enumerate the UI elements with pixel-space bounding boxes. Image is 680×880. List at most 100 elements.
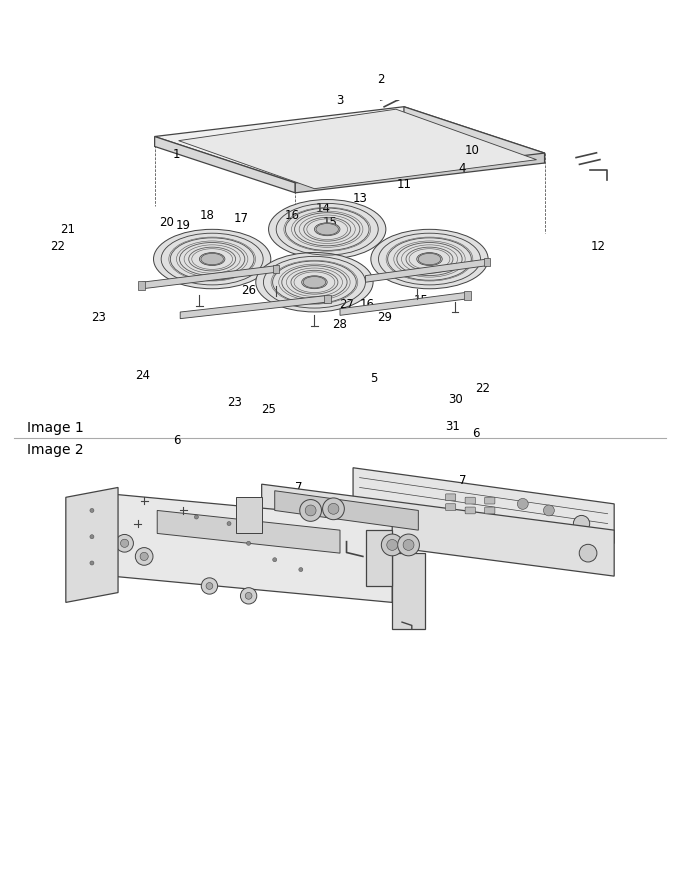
Circle shape xyxy=(273,558,277,561)
Text: 31: 31 xyxy=(445,420,460,433)
Ellipse shape xyxy=(316,224,339,235)
Circle shape xyxy=(120,539,129,547)
Text: 21: 21 xyxy=(61,223,75,236)
Bar xyxy=(464,291,471,299)
Circle shape xyxy=(517,498,528,510)
Polygon shape xyxy=(295,153,545,193)
Text: 28: 28 xyxy=(333,318,347,331)
Ellipse shape xyxy=(314,223,340,236)
Polygon shape xyxy=(154,106,545,183)
Text: 7: 7 xyxy=(295,481,303,494)
FancyBboxPatch shape xyxy=(485,497,495,504)
Circle shape xyxy=(543,505,554,516)
Text: 10: 10 xyxy=(465,144,480,158)
Ellipse shape xyxy=(303,276,326,288)
Ellipse shape xyxy=(199,253,225,266)
Polygon shape xyxy=(154,136,295,193)
Circle shape xyxy=(381,534,403,556)
Circle shape xyxy=(247,541,251,546)
Circle shape xyxy=(227,522,231,525)
Text: 14: 14 xyxy=(316,202,330,216)
Ellipse shape xyxy=(256,253,373,312)
Circle shape xyxy=(299,568,303,572)
Text: 25: 25 xyxy=(261,403,276,416)
Polygon shape xyxy=(340,292,468,315)
Ellipse shape xyxy=(418,253,441,265)
Circle shape xyxy=(116,534,133,552)
Text: 22: 22 xyxy=(475,383,490,395)
Text: 22: 22 xyxy=(50,239,65,253)
Text: 6: 6 xyxy=(472,427,480,440)
Text: Image 1: Image 1 xyxy=(27,421,84,435)
Bar xyxy=(324,295,330,303)
Ellipse shape xyxy=(154,230,271,289)
Polygon shape xyxy=(179,109,537,188)
Circle shape xyxy=(90,535,94,539)
Text: 23: 23 xyxy=(91,312,106,324)
Text: 17: 17 xyxy=(234,212,249,225)
Text: 24: 24 xyxy=(135,369,150,382)
FancyBboxPatch shape xyxy=(465,497,475,504)
Polygon shape xyxy=(180,296,327,319)
Circle shape xyxy=(90,561,94,565)
Circle shape xyxy=(403,539,414,550)
Ellipse shape xyxy=(269,200,386,259)
Text: 5: 5 xyxy=(371,372,377,385)
Bar xyxy=(139,282,146,290)
Circle shape xyxy=(140,553,148,561)
Text: 15: 15 xyxy=(414,294,429,307)
Text: 5: 5 xyxy=(282,515,289,528)
Circle shape xyxy=(241,588,257,604)
Polygon shape xyxy=(142,266,276,289)
FancyBboxPatch shape xyxy=(445,494,456,501)
Text: 9: 9 xyxy=(322,569,330,583)
Circle shape xyxy=(300,500,322,521)
Text: 19: 19 xyxy=(176,219,191,232)
Circle shape xyxy=(573,516,590,532)
Text: 20: 20 xyxy=(159,216,174,229)
Bar xyxy=(273,265,279,273)
Circle shape xyxy=(305,505,316,516)
Text: 30: 30 xyxy=(448,392,463,406)
Text: 15: 15 xyxy=(322,216,337,229)
Text: 9: 9 xyxy=(404,549,412,562)
Circle shape xyxy=(398,534,420,556)
Circle shape xyxy=(90,509,94,512)
Polygon shape xyxy=(275,491,418,530)
Text: 26: 26 xyxy=(241,284,256,297)
Polygon shape xyxy=(366,259,487,282)
Text: 23: 23 xyxy=(227,396,242,409)
Circle shape xyxy=(245,592,252,599)
Ellipse shape xyxy=(302,275,327,289)
Text: 8: 8 xyxy=(112,495,119,508)
Text: 27: 27 xyxy=(339,297,354,311)
Text: 1: 1 xyxy=(173,148,181,161)
Text: 8: 8 xyxy=(493,522,500,535)
Polygon shape xyxy=(353,468,614,543)
FancyBboxPatch shape xyxy=(445,503,456,510)
Circle shape xyxy=(322,498,344,520)
Text: 16: 16 xyxy=(360,297,375,311)
Polygon shape xyxy=(66,488,118,603)
Circle shape xyxy=(206,583,213,590)
FancyBboxPatch shape xyxy=(485,507,495,514)
Text: 29: 29 xyxy=(377,312,392,324)
Text: 12: 12 xyxy=(591,239,606,253)
Polygon shape xyxy=(157,510,340,554)
Polygon shape xyxy=(366,530,392,586)
Text: 4: 4 xyxy=(458,162,466,174)
Text: Image 2: Image 2 xyxy=(27,444,84,458)
Text: 18: 18 xyxy=(200,209,215,222)
Text: 7: 7 xyxy=(458,474,466,488)
Text: 13: 13 xyxy=(353,192,368,205)
Ellipse shape xyxy=(201,253,223,265)
Circle shape xyxy=(135,547,153,565)
Polygon shape xyxy=(235,497,262,533)
Bar xyxy=(483,258,490,267)
Text: 11: 11 xyxy=(397,179,412,192)
Circle shape xyxy=(387,539,398,550)
Polygon shape xyxy=(404,106,545,163)
Ellipse shape xyxy=(371,230,488,289)
Polygon shape xyxy=(392,554,425,628)
Text: 6: 6 xyxy=(173,434,181,446)
